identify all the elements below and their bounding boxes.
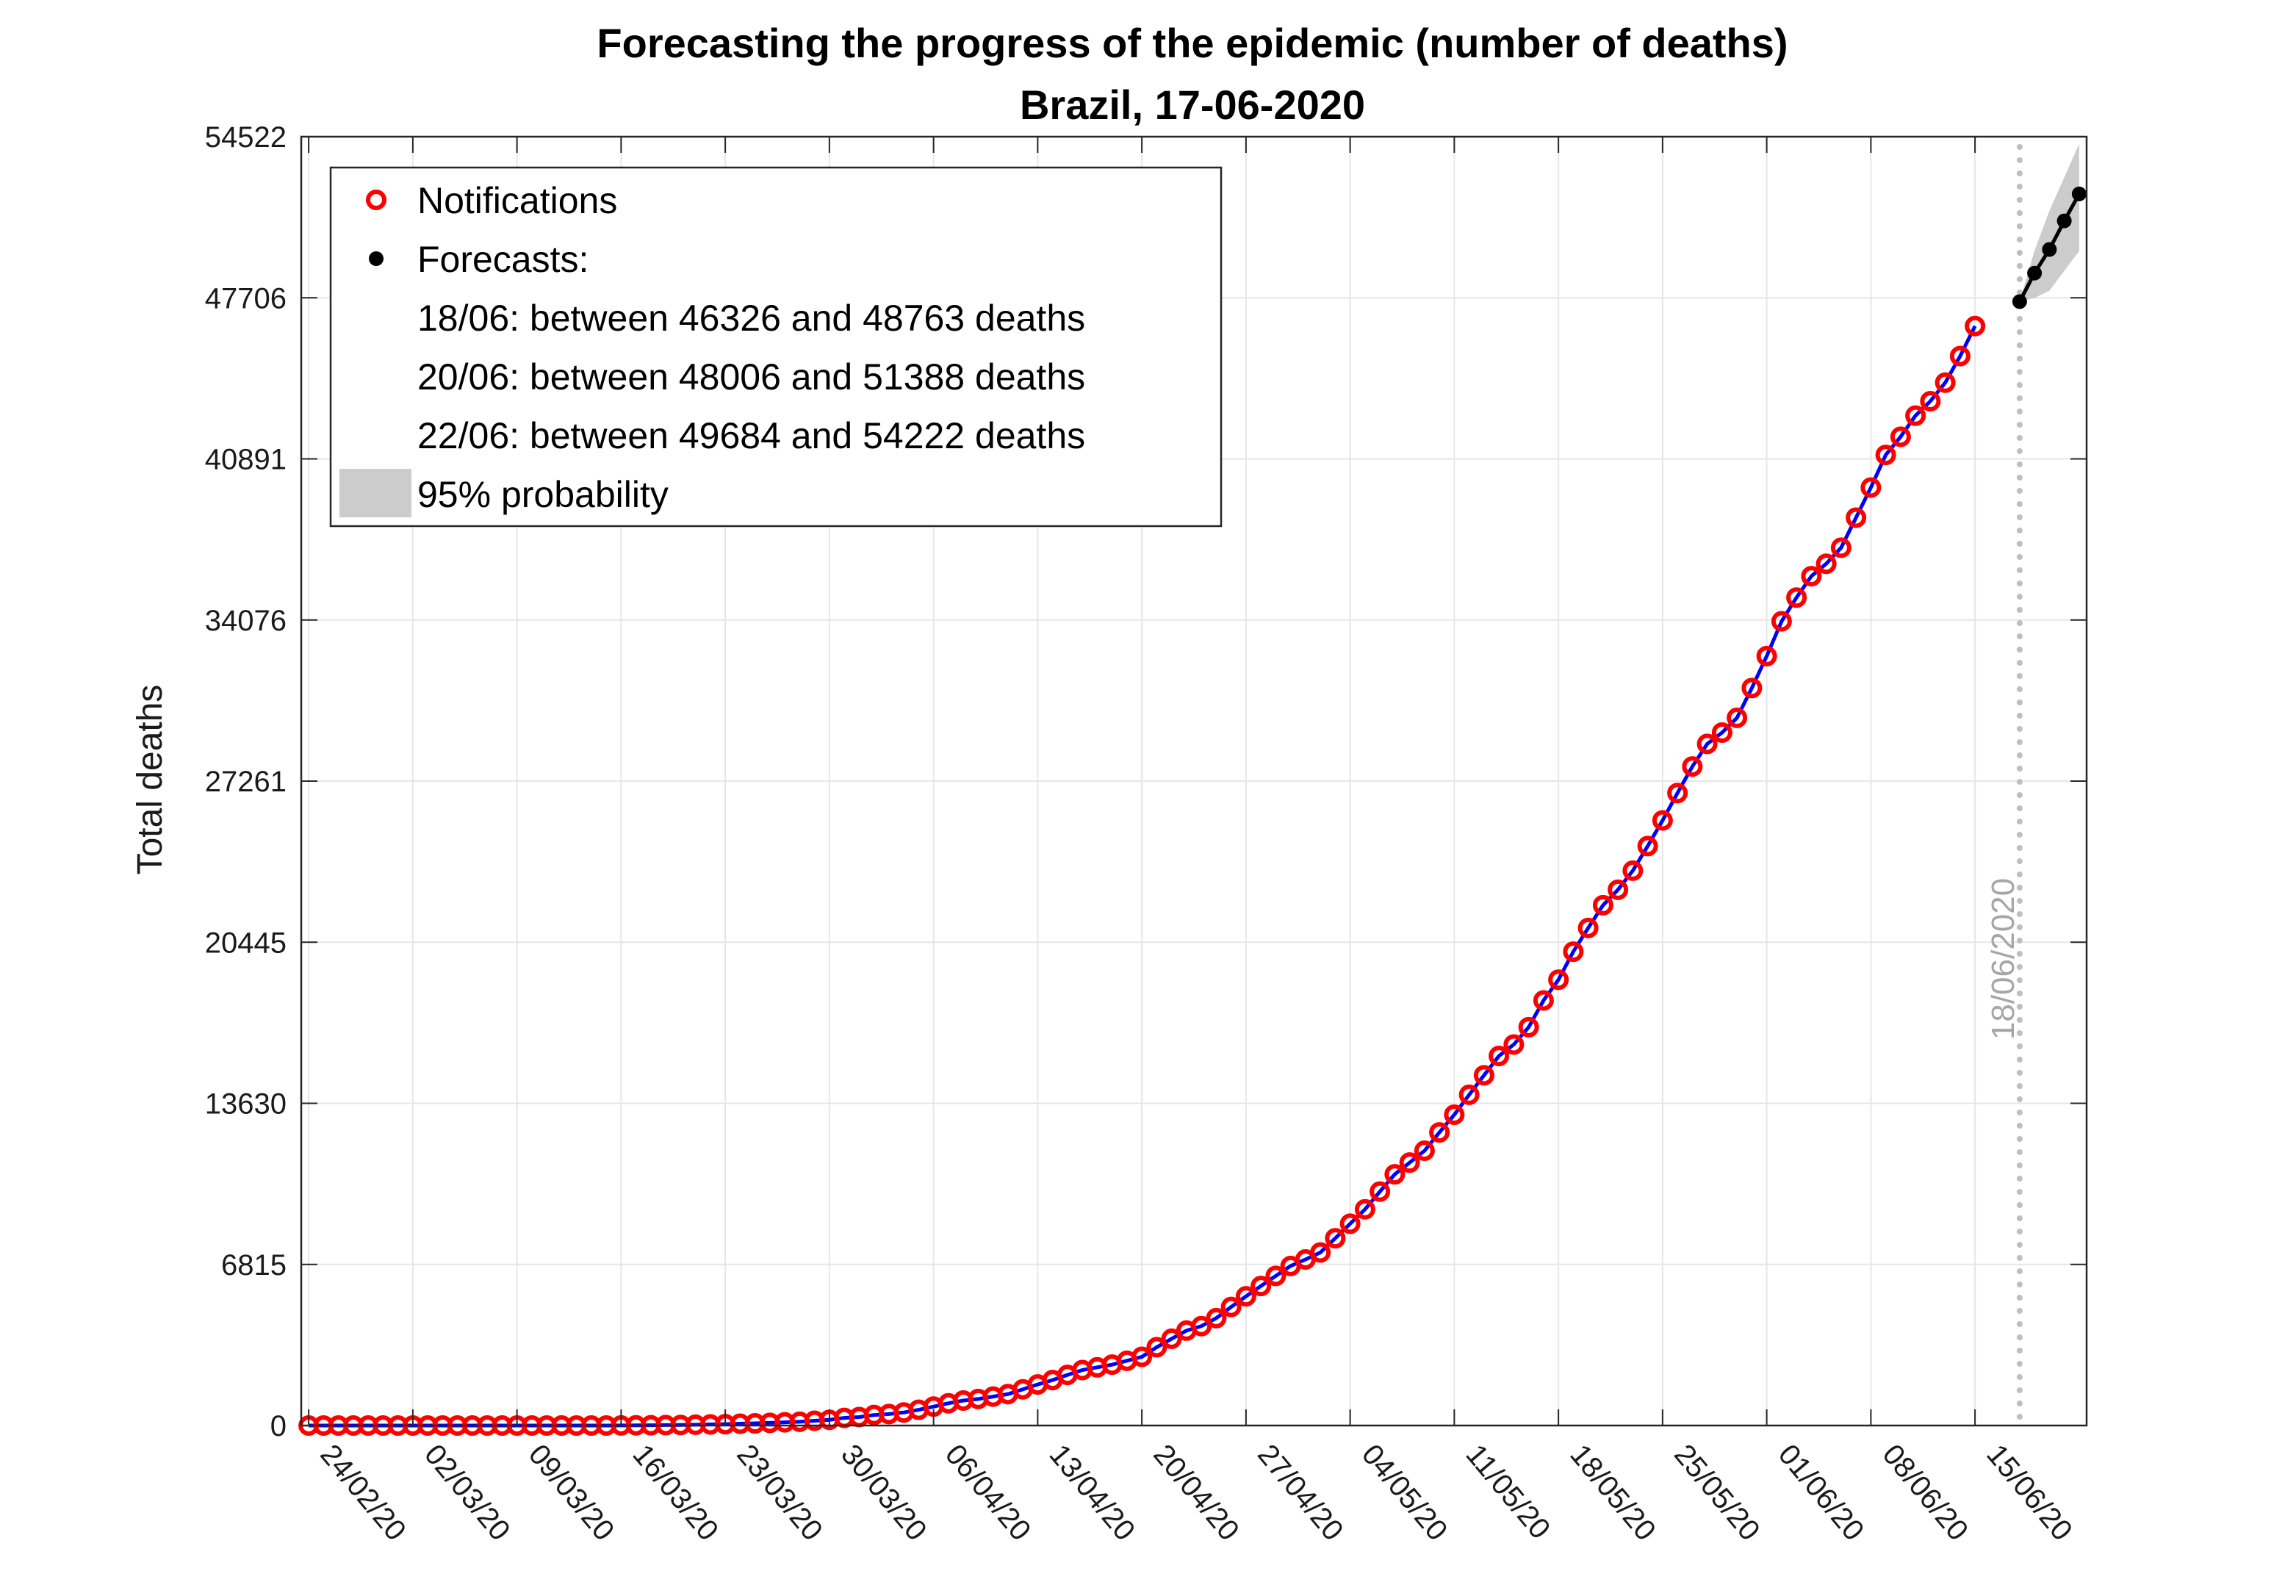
notification-point xyxy=(1399,1152,1420,1173)
y-tick-label: 13630 xyxy=(205,1088,287,1121)
notification-point xyxy=(1905,405,1926,426)
notification-point xyxy=(1622,860,1644,881)
notification-point xyxy=(1503,1034,1525,1055)
forecast-point xyxy=(2042,242,2057,257)
notification-point xyxy=(1682,756,1703,777)
legend-entry-label: Notifications xyxy=(417,180,617,221)
notification-point xyxy=(1727,707,1748,728)
notification-point xyxy=(1161,1328,1182,1349)
y-tick-label: 54522 xyxy=(205,121,287,154)
notification-point xyxy=(1191,1315,1212,1337)
confidence-band-area xyxy=(2019,143,2079,302)
notification-point xyxy=(1608,879,1629,900)
y-tick-label: 0 xyxy=(270,1410,287,1442)
axes xyxy=(300,135,2088,1427)
notification-point xyxy=(1533,990,1554,1011)
notification-point xyxy=(1696,733,1718,755)
notification-point xyxy=(1577,917,1599,938)
notification-point xyxy=(1131,1346,1153,1367)
notification-point xyxy=(1265,1265,1286,1287)
notification-point xyxy=(1220,1296,1242,1318)
legend-entry-label: 95% probability xyxy=(417,474,669,515)
notification-point xyxy=(1414,1140,1435,1162)
notification-point xyxy=(1250,1276,1272,1297)
chart-title: Forecasting the progress of the epidemic… xyxy=(597,20,1788,66)
y-tick-label: 20445 xyxy=(205,927,287,959)
legend-forecasts-marker xyxy=(369,251,384,266)
notification-point xyxy=(1667,783,1688,804)
notifications-series xyxy=(298,315,1986,1436)
notification-point xyxy=(1637,835,1658,857)
notification-point xyxy=(1830,537,1851,558)
notification-point xyxy=(1384,1164,1406,1185)
y-tick-label: 40891 xyxy=(205,444,287,476)
legend-box xyxy=(329,166,1223,528)
forecasts-series xyxy=(2012,186,2087,309)
notification-point xyxy=(1860,477,1882,498)
confidence-band xyxy=(2019,143,2079,302)
y-axis-label: Total deaths xyxy=(131,685,170,875)
legend-entry-label: 20/06: between 48006 and 51388 deaths xyxy=(417,356,1085,398)
forecast-point xyxy=(2012,294,2027,309)
notification-point xyxy=(1206,1307,1227,1329)
notification-point xyxy=(1370,1181,1391,1202)
legend-entry-label: 22/06: between 49684 and 54222 deaths xyxy=(417,415,1085,456)
forecast-point xyxy=(2056,213,2072,229)
notification-point xyxy=(1339,1213,1361,1234)
notification-point xyxy=(1771,611,1792,632)
notification-point xyxy=(1935,372,1956,393)
forecast-date-label: 18/06/2020 xyxy=(1985,878,2021,1040)
notification-point xyxy=(1518,1016,1539,1038)
notification-point xyxy=(1592,894,1613,916)
notification-point xyxy=(1756,645,1777,666)
y-tick-label: 34076 xyxy=(205,605,287,637)
forecast-point xyxy=(2071,186,2087,201)
y-tick-label: 6815 xyxy=(221,1249,287,1282)
notification-point xyxy=(1354,1198,1375,1220)
legend-entry-label: Forecasts: xyxy=(417,239,589,280)
chart-subtitle: Brazil, 17-06-2020 xyxy=(1020,82,1365,128)
notification-point xyxy=(1652,810,1673,831)
notification-point xyxy=(1548,969,1569,991)
notification-point xyxy=(1965,315,1986,337)
notification-point xyxy=(1325,1228,1346,1249)
y-tick-label: 47706 xyxy=(205,282,287,314)
legend: Notifications Forecasts: 18/06: between 46… xyxy=(329,166,1223,528)
y-tick-labels: 0 6815 13630 20445 27261 34076 40891 47706 54522 xyxy=(205,121,287,1442)
notification-point xyxy=(1920,390,1941,411)
notification-point xyxy=(1846,507,1867,528)
legend-notifications-marker xyxy=(366,190,386,210)
notification-point xyxy=(1711,722,1732,743)
notification-point xyxy=(1949,345,1971,367)
notification-point xyxy=(1563,941,1584,963)
notification-point xyxy=(1429,1122,1450,1143)
forecast-point xyxy=(2027,265,2043,281)
notification-point xyxy=(1815,553,1837,575)
legend-probability-patch xyxy=(339,469,411,517)
forecast-date-line: 18/06/2020 xyxy=(1985,144,2023,1428)
legend-entry-label: 18/06: between 46326 and 48763 deaths xyxy=(417,298,1085,339)
notification-point xyxy=(1310,1242,1331,1263)
notification-point xyxy=(1235,1286,1256,1307)
notification-point xyxy=(1875,445,1896,466)
notification-point xyxy=(1146,1337,1167,1358)
notification-point xyxy=(1741,677,1763,699)
notification-point xyxy=(1890,426,1911,447)
y-tick-label: 27261 xyxy=(205,766,287,798)
notification-point xyxy=(1473,1065,1494,1086)
notification-point xyxy=(1489,1046,1510,1067)
notification-point xyxy=(1458,1084,1480,1105)
notification-point xyxy=(1801,566,1822,587)
plot-frame xyxy=(300,135,2088,1427)
notification-point xyxy=(1786,587,1807,608)
notification-point xyxy=(1444,1104,1465,1125)
